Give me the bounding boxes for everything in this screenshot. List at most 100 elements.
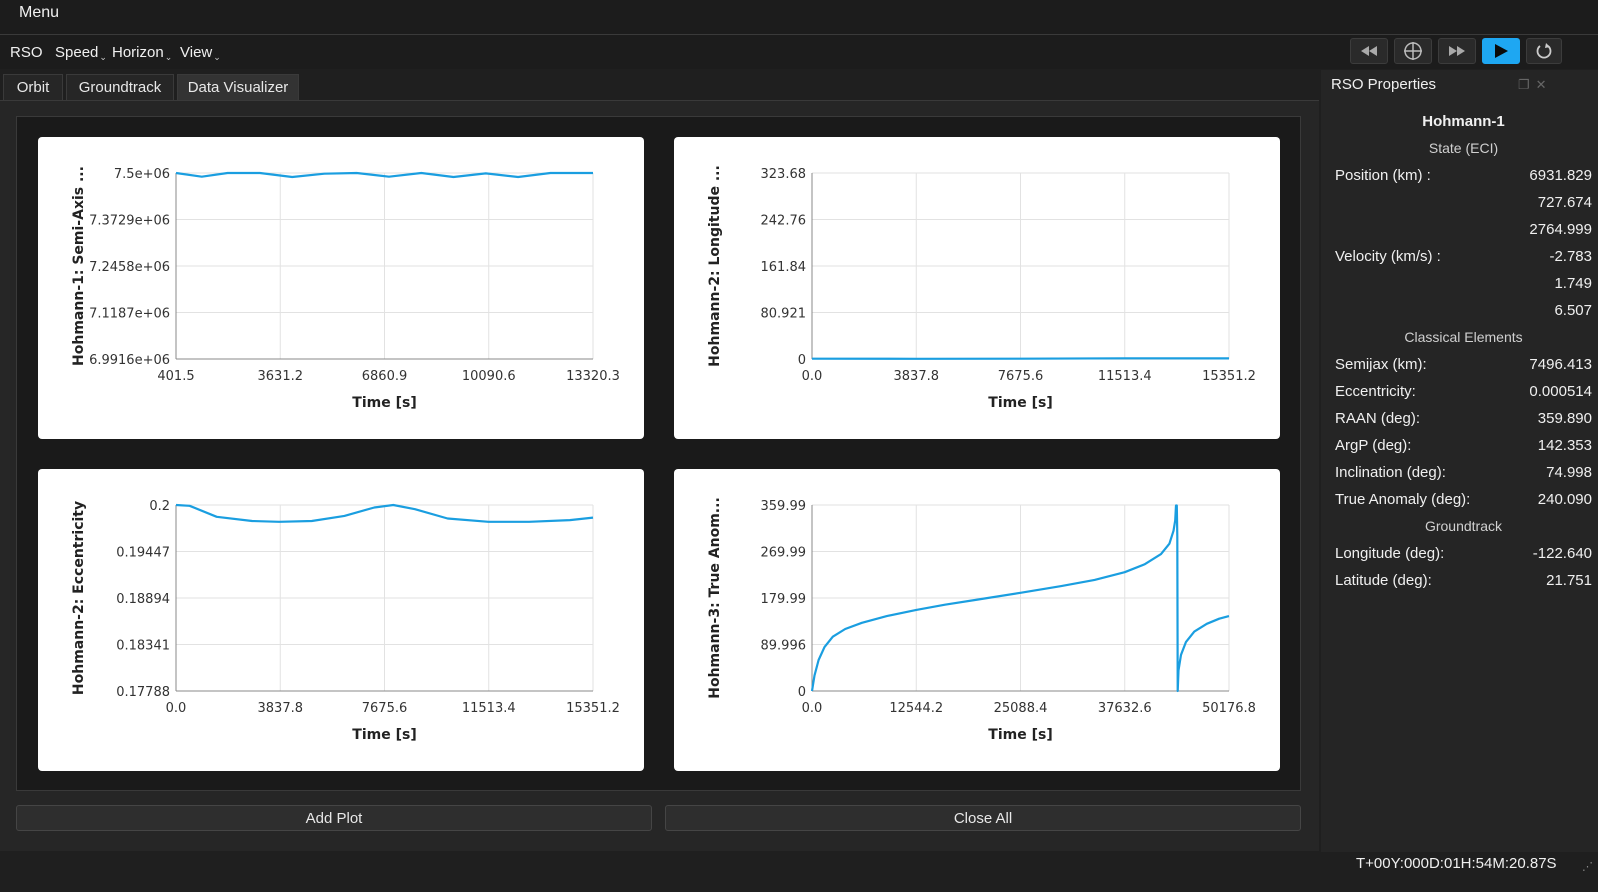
y-tick-label: 0 bbox=[798, 353, 806, 368]
y-tick-label: 7.3729e+06 bbox=[89, 214, 170, 229]
x-axis-title: Time [s] bbox=[988, 395, 1052, 411]
menu-rso[interactable]: RSO bbox=[10, 44, 43, 61]
element-value: 0.000514 bbox=[1529, 383, 1592, 400]
reset-button[interactable] bbox=[1526, 38, 1562, 64]
y-tick-label: 7.5e+06 bbox=[114, 167, 170, 182]
y-tick-label: 359.99 bbox=[761, 499, 807, 514]
y-tick-label: 0.2 bbox=[149, 499, 170, 514]
plot-card-4[interactable]: 0.0 12544.2 25088.4 37632.6 50176.8 0 89.996 17… bbox=[674, 469, 1280, 771]
x-tick-label: 13320.3 bbox=[566, 369, 620, 384]
menu-horizon[interactable]: Horizon⌄ bbox=[112, 44, 173, 62]
x-tick-label: 11513.4 bbox=[1098, 369, 1152, 384]
menu-rso-label: RSO bbox=[10, 44, 43, 61]
x-axis-title: Time [s] bbox=[988, 727, 1052, 743]
velocity-z: 6.507 bbox=[1554, 302, 1592, 319]
x-tick-label: 3631.2 bbox=[258, 369, 304, 384]
tab-groundtrack[interactable]: Groundtrack bbox=[66, 74, 174, 100]
add-plot-button[interactable]: Add Plot bbox=[16, 805, 652, 831]
tab-orbit[interactable]: Orbit bbox=[3, 74, 63, 100]
velocity-label: Velocity (km/s) : bbox=[1335, 248, 1441, 265]
y-tick-label: 269.99 bbox=[761, 546, 807, 561]
rewind-button[interactable] bbox=[1350, 38, 1388, 64]
reset-icon bbox=[1536, 43, 1552, 59]
x-axis-title: Time [s] bbox=[352, 727, 416, 743]
y-tick-label: 0.17788 bbox=[116, 685, 170, 700]
x-tick-label: 11513.4 bbox=[462, 701, 516, 716]
groundtrack-value: -122.640 bbox=[1532, 545, 1592, 562]
title-bar: Menu bbox=[0, 0, 1598, 35]
close-all-label: Close All bbox=[953, 809, 1013, 827]
rewind-icon bbox=[1361, 46, 1377, 56]
series-line bbox=[175, 171, 593, 179]
object-name: Hohmann-1 bbox=[1422, 113, 1505, 130]
tab-groundtrack-label: Groundtrack bbox=[78, 79, 162, 96]
x-tick-label: 0.0 bbox=[802, 701, 823, 716]
resize-grip-icon[interactable]: ⋰ bbox=[1582, 861, 1593, 873]
center-button[interactable] bbox=[1394, 38, 1432, 64]
float-icon[interactable]: ❐ bbox=[1518, 77, 1536, 92]
classical-header: Classical Elements bbox=[1404, 329, 1523, 345]
state-header: State (ECI) bbox=[1428, 140, 1499, 156]
element-label: Semijax (km): bbox=[1335, 356, 1427, 373]
y-axis-title: Hohmann-1: Semi-Axis ... bbox=[71, 166, 87, 366]
menu-horizon-label: Horizon bbox=[112, 44, 164, 61]
series-line bbox=[175, 503, 594, 523]
x-tick-label: 0.0 bbox=[166, 701, 187, 716]
tab-data-visualizer[interactable]: Data Visualizer bbox=[177, 74, 299, 100]
panel-window-controls: ❐✕ bbox=[1518, 77, 1553, 93]
y-axis-title: Hohmann-3: True Anom... bbox=[707, 497, 723, 699]
series-line bbox=[811, 357, 1230, 360]
main-menu[interactable]: Menu bbox=[19, 4, 60, 21]
x-tick-label: 15351.2 bbox=[1202, 369, 1256, 384]
element-value: 7496.413 bbox=[1529, 356, 1592, 373]
y-tick-label: 7.1187e+06 bbox=[89, 307, 170, 322]
menu-speed-label: Speed bbox=[55, 44, 99, 61]
close-all-button[interactable]: Close All bbox=[665, 805, 1301, 831]
y-tick-label: 0.18894 bbox=[116, 592, 170, 607]
fast-forward-button[interactable] bbox=[1438, 38, 1476, 64]
plot-card-3[interactable]: 0.0 3837.8 7675.6 11513.4 15351.2 0.17788 0.18… bbox=[38, 469, 644, 771]
element-label: RAAN (deg): bbox=[1335, 410, 1421, 427]
chevron-down-icon: ⌄ bbox=[99, 52, 107, 62]
element-value: 240.090 bbox=[1537, 491, 1592, 508]
element-label: ArgP (deg): bbox=[1335, 437, 1412, 454]
position-y: 727.674 bbox=[1537, 194, 1592, 211]
y-axis-title: Hohmann-2: Eccentricity bbox=[71, 501, 87, 695]
groundtrack-label: Longitude (deg): bbox=[1335, 545, 1445, 562]
menu-view[interactable]: View⌄ bbox=[180, 44, 221, 62]
semi-axis-chart: 401.5 3631.2 6860.9 10090.6 13320.3 6.9916e+0… bbox=[71, 166, 620, 411]
element-label: True Anomaly (deg): bbox=[1335, 491, 1471, 508]
groundtrack-value: 21.751 bbox=[1546, 572, 1592, 589]
groundtrack-label: Latitude (deg): bbox=[1335, 572, 1432, 589]
y-tick-label: 0.19447 bbox=[116, 546, 170, 561]
position-x: 6931.829 bbox=[1529, 167, 1592, 184]
play-button[interactable] bbox=[1482, 38, 1520, 64]
chevron-down-icon: ⌄ bbox=[164, 52, 173, 62]
x-tick-label: 7675.6 bbox=[362, 701, 408, 716]
panel-title: RSO Properties bbox=[1331, 76, 1437, 93]
play-icon bbox=[1495, 44, 1508, 58]
y-tick-label: 0 bbox=[798, 685, 806, 700]
plot-card-2[interactable]: 0.0 3837.8 7675.6 11513.4 15351.2 0 80.921 161.… bbox=[674, 137, 1280, 439]
groundtrack-header: Groundtrack bbox=[1424, 518, 1503, 534]
plot-card-1[interactable]: 401.5 3631.2 6860.9 10090.6 13320.3 6.9916e+0… bbox=[38, 137, 644, 439]
menu-view-label: View bbox=[180, 44, 213, 61]
fast-forward-icon bbox=[1449, 46, 1465, 56]
crosshair-icon bbox=[1404, 42, 1422, 60]
y-tick-label: 7.2458e+06 bbox=[89, 260, 170, 275]
velocity-x: -2.783 bbox=[1549, 248, 1592, 265]
mission-time: T+00Y:000D:01H:54M:20.87S bbox=[1356, 855, 1557, 872]
element-value: 74.998 bbox=[1546, 464, 1592, 481]
y-tick-label: 179.99 bbox=[761, 592, 807, 607]
velocity-y: 1.749 bbox=[1554, 275, 1592, 292]
element-value: 359.890 bbox=[1537, 410, 1592, 427]
menu-bar: RSO Speed⌄ Horizon⌄ View⌄ bbox=[0, 35, 1598, 69]
y-tick-label: 89.996 bbox=[761, 639, 807, 654]
y-axis-title: Hohmann-2: Longitude ... bbox=[707, 165, 723, 367]
longitude-chart: 0.0 3837.8 7675.6 11513.4 15351.2 0 80.921 161.… bbox=[707, 165, 1256, 411]
menu-speed[interactable]: Speed⌄ bbox=[55, 44, 107, 62]
close-icon[interactable]: ✕ bbox=[1535, 77, 1553, 92]
y-tick-label: 161.84 bbox=[761, 260, 807, 275]
true-anomaly-chart: 0.0 12544.2 25088.4 37632.6 50176.8 0 89.996 17… bbox=[707, 497, 1256, 743]
y-tick-label: 6.9916e+06 bbox=[89, 353, 170, 368]
